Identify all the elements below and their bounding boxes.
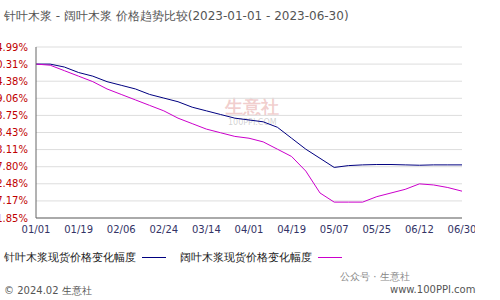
svg-text:02/24: 02/24 xyxy=(149,224,178,235)
svg-text:-41.85%: -41.85% xyxy=(8,213,28,224)
svg-text:04/01: 04/01 xyxy=(235,224,264,235)
svg-text:04/19: 04/19 xyxy=(277,224,306,235)
svg-text:05/07: 05/07 xyxy=(320,224,349,235)
svg-text:-32.48%: -32.48% xyxy=(8,178,28,189)
svg-text:01/01: 01/01 xyxy=(22,224,51,235)
svg-text:4.99%: 4.99% xyxy=(8,42,28,53)
html-text:© 2024.02 生意社: © 2024.02 生意社 xyxy=(4,285,92,296)
html-text:阔叶木浆现货价格变化幅度: 阔叶木浆现货价格变化幅度 xyxy=(180,251,312,264)
html-text:公众号 · 生意社: 公众号 · 生意社 xyxy=(340,271,410,282)
svg-text:-18.43%: -18.43% xyxy=(8,127,28,138)
svg-text:-13.75%: -13.75% xyxy=(8,110,28,121)
svg-text:03/14: 03/14 xyxy=(192,224,221,235)
svg-text:-4.38%: -4.38% xyxy=(8,76,28,87)
html-text:www.100PPI.com: www.100PPI.com xyxy=(390,284,476,295)
svg-text:-37.17%: -37.17% xyxy=(8,195,28,206)
svg-text:01/19: 01/19 xyxy=(64,224,93,235)
svg-text:06/12: 06/12 xyxy=(405,224,434,235)
svg-text:-9.06%: -9.06% xyxy=(8,93,28,104)
svg-text:0.31%: 0.31% xyxy=(8,59,28,70)
svg-text:-27.80%: -27.80% xyxy=(8,161,28,172)
html-text:针叶木浆 - 阔叶木浆 价格趋势比较(2023-01-01: 针叶木浆 - 阔叶木浆 价格趋势比较(2023-01-01 - 2023-06-… xyxy=(4,9,349,23)
html-text:针叶木浆现货价格变化幅度: 针叶木浆现货价格变化幅度 xyxy=(4,251,136,264)
svg-text:06/30: 06/30 xyxy=(448,224,475,235)
svg-text:-23.11%: -23.11% xyxy=(8,144,28,155)
svg-text:05/25: 05/25 xyxy=(362,224,391,235)
html-text:生意社: 生意社 xyxy=(225,96,279,117)
svg-text:02/06: 02/06 xyxy=(107,224,136,235)
html-text:100PPI.COM: 100PPI.COM xyxy=(228,118,277,127)
